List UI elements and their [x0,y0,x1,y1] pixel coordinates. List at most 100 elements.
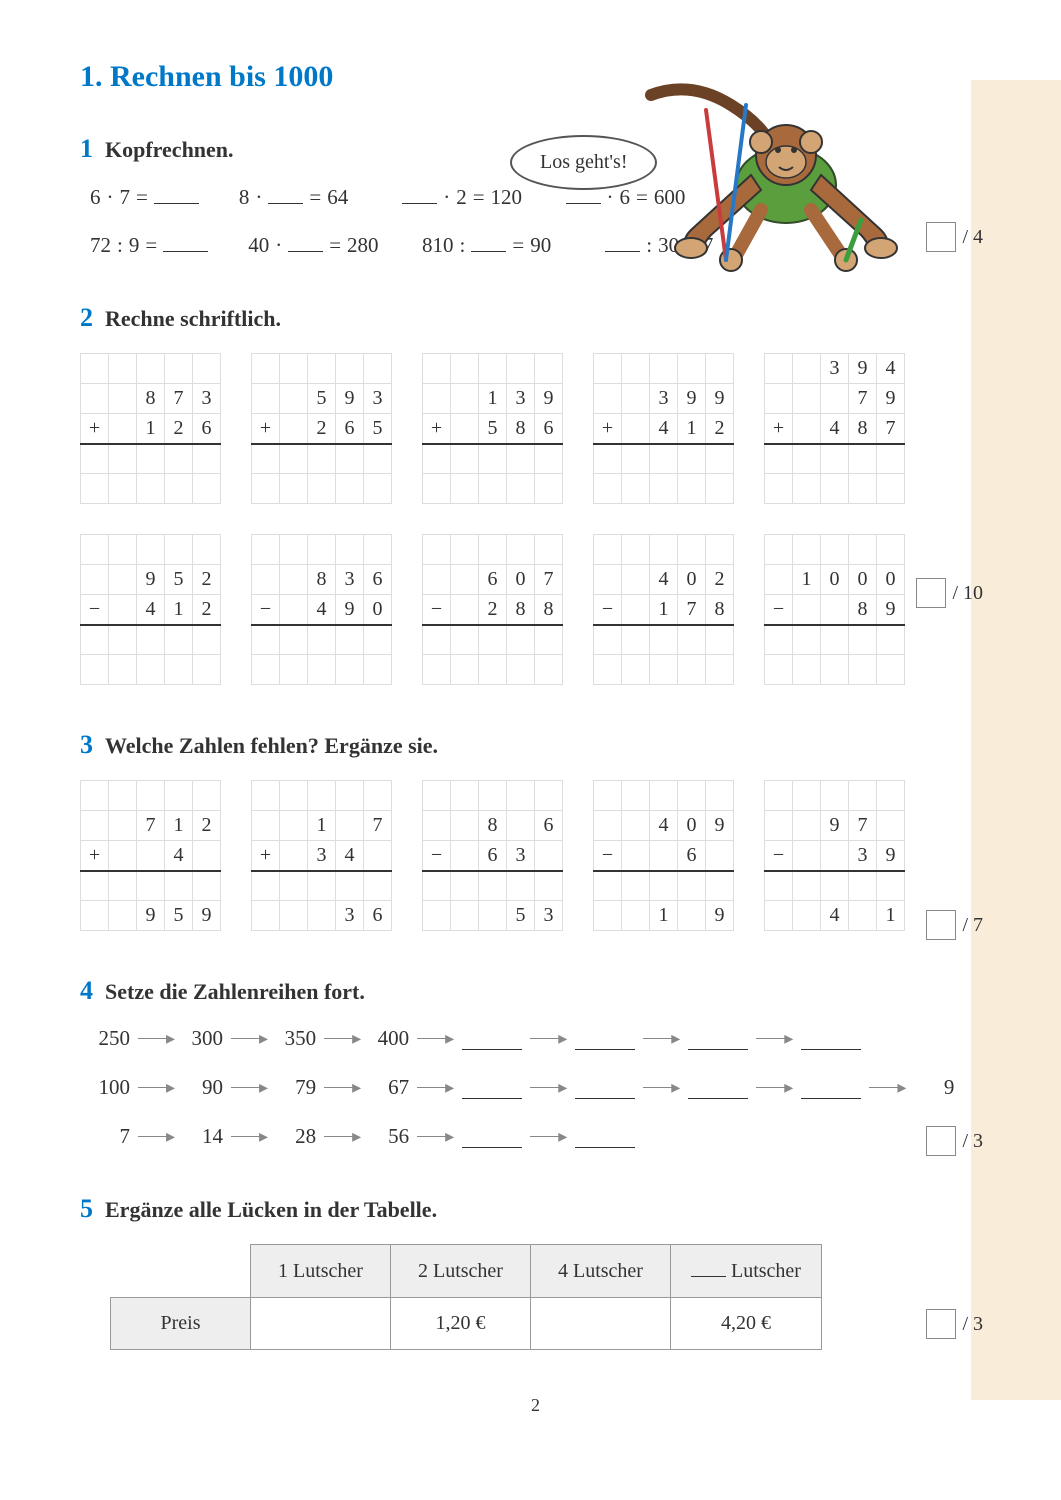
answer-cell[interactable] [423,444,451,474]
arithmetic-grid: 712+4959 [80,780,221,931]
answer-cell[interactable] [109,444,137,474]
arrow-icon [417,1028,454,1049]
answer-cell[interactable] [193,625,221,655]
arrow-icon [530,1077,567,1098]
answer-cell[interactable] [650,625,678,655]
answer-cell[interactable] [678,625,706,655]
answer-cell[interactable] [364,444,392,474]
speech-bubble: Los geht's! [510,135,657,190]
answer-blank[interactable] [688,1028,748,1050]
score-input[interactable] [926,222,956,252]
arithmetic-grid: 409−619 [593,780,734,931]
answer-cell[interactable] [594,444,622,474]
table-header: 2 Lutscher [391,1245,531,1298]
task-number: 2 [80,303,93,332]
answer-cell[interactable] [451,444,479,474]
answer-blank[interactable] [154,184,199,204]
answer-cell[interactable] [706,625,734,655]
answer-cell[interactable] [535,444,563,474]
answer-blank[interactable] [575,1126,635,1148]
answer-cell[interactable] [479,625,507,655]
arithmetic-grid: 873+126 [80,353,221,504]
answer-cell[interactable] [650,444,678,474]
arithmetic-grid: 607−288 [422,534,563,685]
task-number: 1 [80,134,93,163]
answer-cell[interactable] [877,625,905,655]
answer-cell[interactable] [137,444,165,474]
table-cell: 4,20 € [671,1298,822,1350]
answer-cell[interactable] [252,444,280,474]
answer-cell[interactable] [793,444,821,474]
task-title: Ergänze alle Lücken in der Tabelle. [105,1197,437,1222]
answer-cell[interactable] [165,444,193,474]
table-cell[interactable] [531,1298,671,1350]
arrow-icon [417,1126,454,1147]
arithmetic-grid: 1000−89 [764,534,905,685]
answer-cell[interactable] [165,625,193,655]
answer-cell[interactable] [594,625,622,655]
answer-blank[interactable] [691,1259,726,1277]
answer-cell[interactable] [507,444,535,474]
answer-cell[interactable] [280,444,308,474]
answer-cell[interactable] [479,444,507,474]
score-input[interactable] [926,910,956,940]
answer-cell[interactable] [821,444,849,474]
answer-cell[interactable] [793,625,821,655]
answer-cell[interactable] [280,625,308,655]
answer-cell[interactable] [81,625,109,655]
answer-cell[interactable] [252,625,280,655]
monkey-mascot [631,80,911,280]
table-cell[interactable] [251,1298,391,1350]
answer-blank[interactable] [575,1028,635,1050]
answer-cell[interactable] [423,625,451,655]
answer-cell[interactable] [821,625,849,655]
answer-cell[interactable] [706,444,734,474]
answer-cell[interactable] [622,625,650,655]
task-number: 5 [80,1194,93,1223]
answer-blank[interactable] [268,184,303,204]
answer-cell[interactable] [849,625,877,655]
answer-cell[interactable] [336,625,364,655]
arithmetic-grid: 836−490 [251,534,392,685]
score-input[interactable] [916,578,946,608]
answer-blank[interactable] [402,184,437,204]
answer-blank[interactable] [575,1077,635,1099]
answer-blank[interactable] [462,1126,522,1148]
answer-cell[interactable] [877,444,905,474]
answer-cell[interactable] [336,444,364,474]
answer-blank[interactable] [688,1077,748,1099]
answer-blank[interactable] [462,1028,522,1050]
answer-cell[interactable] [507,625,535,655]
answer-cell[interactable] [193,444,221,474]
answer-cell[interactable] [81,444,109,474]
answer-cell[interactable] [678,444,706,474]
answer-blank[interactable] [801,1077,861,1099]
score-max: / 3 [962,1313,983,1336]
answer-cell[interactable] [308,625,336,655]
arithmetic-grid: 86−6353 [422,780,563,931]
arrow-icon [231,1028,268,1049]
score-input[interactable] [926,1126,956,1156]
answer-blank[interactable] [471,232,506,252]
table-header: 1 Lutscher [251,1245,391,1298]
answer-blank[interactable] [801,1028,861,1050]
answer-cell[interactable] [451,625,479,655]
answer-blank[interactable] [288,232,323,252]
answer-cell[interactable] [109,625,137,655]
score-max: / 7 [962,914,983,937]
answer-cell[interactable] [308,444,336,474]
answer-blank[interactable] [163,232,208,252]
answer-cell[interactable] [622,444,650,474]
answer-cell[interactable] [765,625,793,655]
task-number: 3 [80,730,93,759]
answer-cell[interactable] [765,444,793,474]
score-input[interactable] [926,1309,956,1339]
page-number: 2 [80,1395,991,1416]
answer-blank[interactable] [462,1077,522,1099]
answer-cell[interactable] [849,444,877,474]
arithmetic-grid: 17+3436 [251,780,392,931]
answer-cell[interactable] [137,625,165,655]
answer-cell[interactable] [535,625,563,655]
arrow-icon [756,1028,793,1049]
answer-cell[interactable] [364,625,392,655]
